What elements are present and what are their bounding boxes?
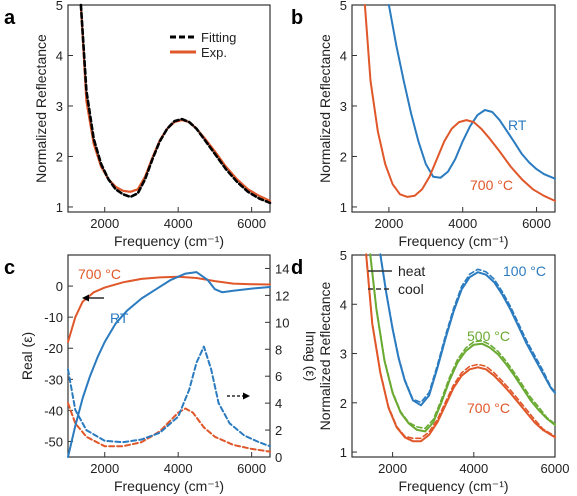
panel-letter: b (291, 7, 303, 29)
plot-frame (351, 254, 556, 458)
x-tick-label: 6000 (541, 461, 570, 476)
y-axis-label: Normalized Reflectance (33, 34, 49, 183)
plot-frame (67, 4, 271, 213)
fitting-series-line (79, 3, 272, 205)
y-tick-label: 2 (340, 149, 347, 164)
y2-tick-label: 10 (275, 315, 289, 330)
y-tick-label: 0 (56, 279, 63, 294)
imag-700c-line (67, 402, 271, 453)
label-700c: 700 °C (78, 266, 121, 282)
cool-series-line-1 (369, 253, 556, 430)
y-axis-label: Normalized Reflectance (317, 281, 333, 430)
y2-tick-label: 12 (275, 288, 289, 303)
y-tick-label: 5 (340, 248, 347, 263)
y-axis-label: Normalized Reflectance (317, 34, 333, 183)
panel-a: a 2000 4000 6000 1 2 3 4 5 Frequency (cm⁻¹) Normal… (4, 0, 272, 249)
y-tick-label: -40 (44, 403, 63, 418)
panel-d: d 2000 4000 6000 1 2 3 4 5 Frequency (cm⁻¹) Normal… (291, 248, 569, 494)
y2-tick-label: 14 (275, 261, 289, 276)
panel-b: b 2000 4000 6000 1 2 3 4 5 Frequency (cm⁻¹) Normal… (291, 0, 556, 249)
exp-series-line (79, 3, 272, 202)
plot-frame (67, 254, 271, 458)
x-tick-label: 2000 (90, 216, 119, 231)
y2-tick-label: 8 (275, 342, 282, 357)
panel-c: c 2000 4000 6000 -50 -40 -30 -20 -10 0 Frequency (… (4, 254, 319, 494)
label-500c: 500 °C (467, 328, 510, 344)
panel-letter: d (291, 257, 303, 279)
y-tick-label: -10 (44, 310, 63, 325)
cool-series-line-0 (379, 253, 556, 404)
y-tick-label: 1 (340, 200, 347, 215)
y2-tick-label: 2 (275, 423, 282, 438)
y2-tick-label: 6 (275, 369, 282, 384)
x-tick-label: 6000 (237, 216, 266, 231)
real-700c-line (67, 275, 271, 343)
label-rt: RT (508, 117, 527, 133)
legend-exp-label: Exp. (201, 45, 227, 60)
label-rt: RT (110, 310, 129, 326)
x-tick-label: 4000 (448, 216, 477, 231)
cool-series-line-2 (365, 253, 556, 440)
heat-series-line-2 (365, 254, 556, 443)
x-tick-label: 2000 (374, 216, 403, 231)
y-tick-label: 4 (340, 48, 347, 63)
x-axis-label: Frequency (cm⁻¹) (398, 233, 508, 249)
y-tick-label: -30 (44, 372, 63, 387)
y-tick-label: 3 (340, 347, 347, 362)
label-100c: 100 °C (503, 263, 546, 279)
plot-frame (351, 4, 556, 213)
imag-rt-line (67, 345, 271, 448)
x-tick-label: 2000 (378, 461, 407, 476)
real-rt-line (67, 271, 271, 458)
x-axis-label: Frequency (cm⁻¹) (398, 478, 508, 494)
label-700c: 700 °C (467, 400, 510, 416)
y-tick-label: 5 (340, 0, 347, 13)
legend-heat-label: heat (398, 263, 425, 279)
legend-cool-label: cool (398, 281, 424, 297)
y-tick-label: 2 (340, 396, 347, 411)
y2-tick-label: 0 (275, 450, 282, 465)
y-tick-label: 4 (340, 297, 347, 312)
arrow-right-icon (243, 392, 250, 400)
y-tick-label: 4 (56, 48, 63, 63)
x-axis-label: Frequency (cm⁻¹) (114, 233, 224, 249)
y2-tick-label: 4 (275, 396, 282, 411)
heat-series-line-1 (369, 254, 556, 433)
label-700c: 700 °C (470, 177, 513, 193)
y-tick-label: 1 (340, 445, 347, 460)
y-tick-label: -20 (44, 341, 63, 356)
y-tick-label: 5 (56, 0, 63, 13)
rt-series-line (387, 4, 556, 180)
panel-letter: a (4, 7, 16, 29)
arrow-left-icon (82, 294, 89, 302)
y2-axis-label: Imag (ε) (303, 331, 319, 382)
x-tick-label: 4000 (459, 461, 488, 476)
x-tick-label: 4000 (164, 216, 193, 231)
x-tick-label: 2000 (90, 461, 119, 476)
y-tick-label: 3 (56, 99, 63, 114)
y-tick-label: 2 (56, 149, 63, 164)
panel-letter: c (4, 257, 15, 279)
x-tick-label: 6000 (237, 461, 266, 476)
legend-fitting-label: Fitting (201, 30, 236, 45)
y-tick-label: -50 (44, 434, 63, 449)
series-700c-line (363, 4, 556, 202)
y-axis-label: Real (ε) (19, 332, 35, 380)
y-tick-label: 3 (340, 99, 347, 114)
y-tick-label: 1 (56, 200, 63, 215)
x-tick-label: 6000 (522, 216, 551, 231)
x-tick-label: 4000 (164, 461, 193, 476)
x-axis-label: Frequency (cm⁻¹) (114, 478, 224, 494)
